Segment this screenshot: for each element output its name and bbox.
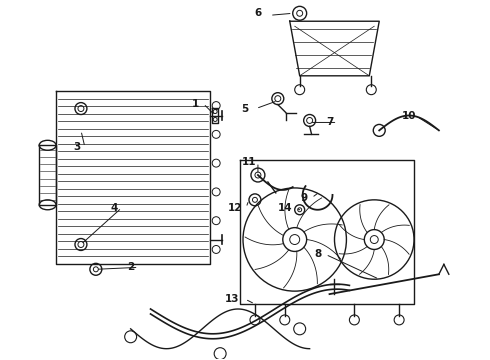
Text: 2: 2	[127, 262, 134, 272]
Text: 7: 7	[326, 117, 333, 127]
Text: 1: 1	[192, 99, 199, 109]
Text: 4: 4	[110, 203, 118, 213]
Text: 12: 12	[228, 203, 243, 213]
Text: 14: 14	[277, 203, 292, 213]
Text: 3: 3	[74, 142, 80, 152]
Text: 6: 6	[254, 8, 262, 18]
Text: 13: 13	[225, 294, 239, 304]
Text: 9: 9	[300, 193, 307, 203]
Text: 5: 5	[242, 104, 248, 113]
Text: 10: 10	[402, 112, 416, 121]
Text: 8: 8	[314, 249, 321, 260]
Text: 11: 11	[242, 157, 256, 167]
